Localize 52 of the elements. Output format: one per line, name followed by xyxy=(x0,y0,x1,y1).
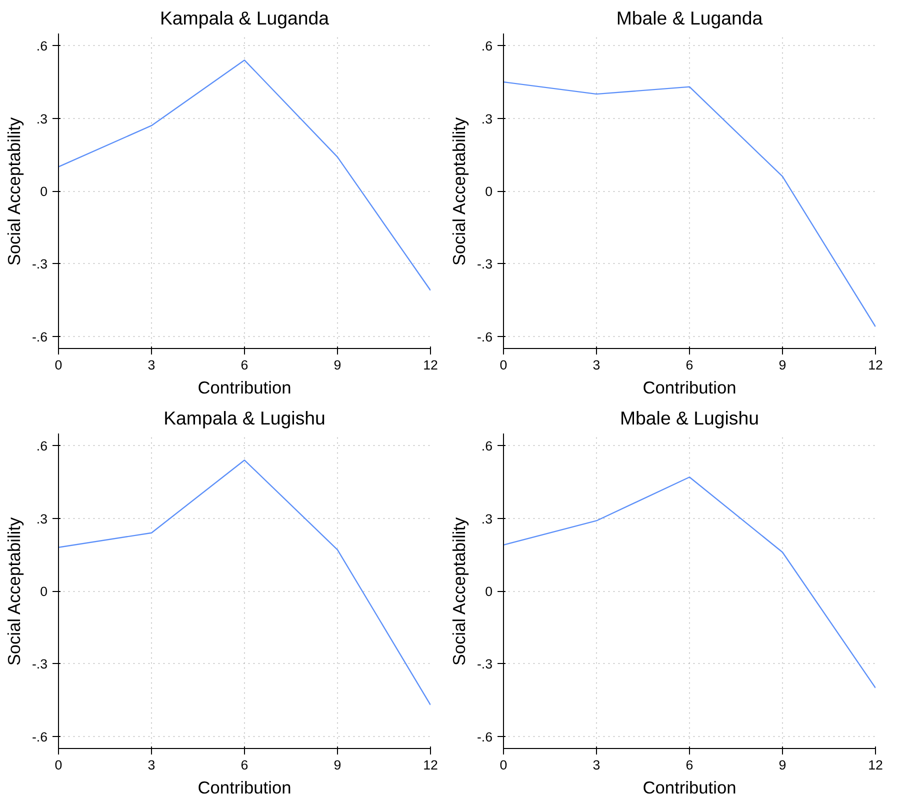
x-tick-label: 6 xyxy=(686,358,694,372)
x-tick-label: 3 xyxy=(592,358,600,372)
x-tick-label: 0 xyxy=(500,758,508,772)
y-axis-title: Social Acceptability xyxy=(448,516,469,666)
y-tick-label: .3 xyxy=(481,511,493,526)
x-tick-label: 12 xyxy=(423,758,438,772)
chart-title: Mbale & Lugishu xyxy=(620,408,759,428)
y-tick-label: 0 xyxy=(40,184,48,199)
y-tick-label: 0 xyxy=(40,584,48,599)
x-axis-title: Contribution xyxy=(642,778,736,798)
y-tick-label: -.3 xyxy=(476,256,493,272)
x-tick-label: 0 xyxy=(54,758,62,772)
y-tick-label: -.6 xyxy=(476,729,493,744)
y-tick-label: .6 xyxy=(36,438,48,454)
x-tick-label: 9 xyxy=(778,758,786,772)
x-axis-title: Contribution xyxy=(198,378,292,398)
y-tick-label: 0 xyxy=(485,184,493,199)
y-axis-title: Social Acceptability xyxy=(4,116,24,266)
y-axis-title: Social Acceptability xyxy=(448,116,469,266)
y-tick-label: -.6 xyxy=(32,729,48,744)
y-axis-title: Social Acceptability xyxy=(4,516,24,666)
chart-title: Kampala & Luganda xyxy=(160,8,330,28)
x-tick-label: 6 xyxy=(686,758,694,772)
y-tick-label: .3 xyxy=(36,511,48,526)
y-tick-label: .6 xyxy=(481,438,493,454)
chart-title: Mbale & Luganda xyxy=(616,8,764,28)
y-tick-label: -.3 xyxy=(476,656,493,672)
x-tick-label: 9 xyxy=(334,358,342,372)
y-tick-label: .3 xyxy=(36,111,48,126)
y-tick-label: .6 xyxy=(36,38,48,54)
x-tick-label: 3 xyxy=(148,758,156,772)
x-tick-label: 0 xyxy=(500,358,508,372)
y-tick-label: -.3 xyxy=(32,656,48,672)
x-tick-label: 12 xyxy=(868,758,883,772)
x-tick-label: 12 xyxy=(423,358,438,372)
x-axis-title: Contribution xyxy=(198,778,292,798)
y-tick-label: 0 xyxy=(485,584,493,599)
y-tick-label: .6 xyxy=(481,38,493,54)
y-tick-label: -.6 xyxy=(476,329,493,344)
x-tick-label: 3 xyxy=(148,358,156,372)
x-tick-label: 9 xyxy=(334,758,342,772)
x-tick-label: 9 xyxy=(778,358,786,372)
chart-title: Kampala & Lugishu xyxy=(164,408,326,428)
x-tick-label: 6 xyxy=(240,758,248,772)
x-axis-title: Contribution xyxy=(642,378,736,398)
y-tick-label: -.6 xyxy=(32,329,48,344)
x-tick-label: 3 xyxy=(592,758,600,772)
y-tick-label: -.3 xyxy=(32,256,48,272)
x-tick-label: 0 xyxy=(54,358,62,372)
x-tick-label: 12 xyxy=(868,358,883,372)
y-tick-label: .3 xyxy=(481,111,493,126)
x-tick-label: 6 xyxy=(240,358,248,372)
